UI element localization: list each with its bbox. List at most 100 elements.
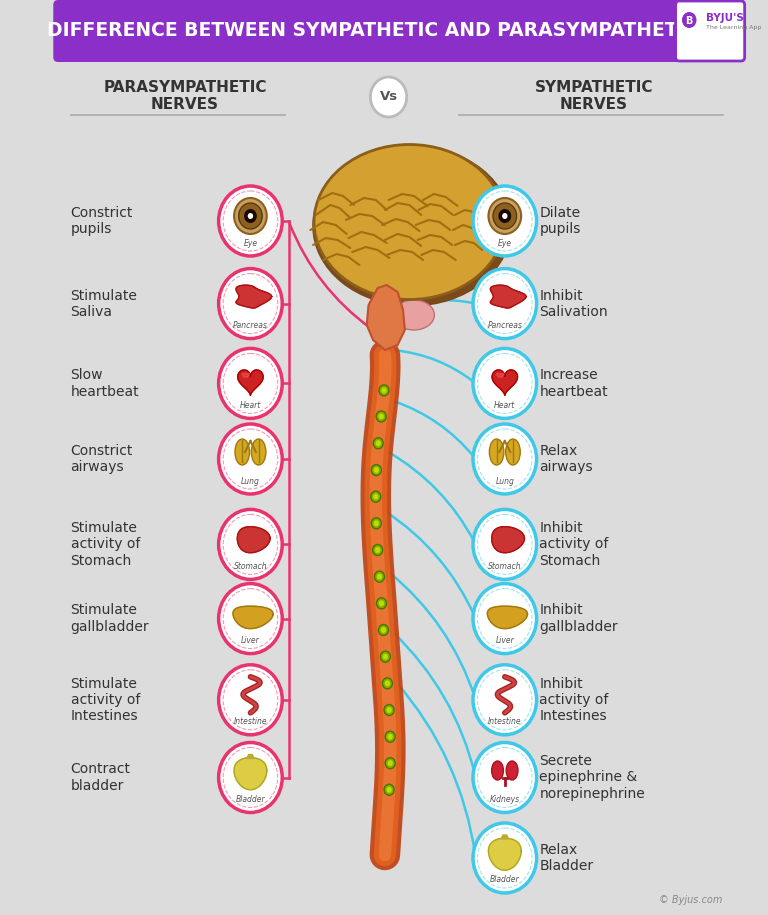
Circle shape bbox=[473, 510, 537, 579]
Text: Liver: Liver bbox=[495, 636, 515, 645]
Circle shape bbox=[498, 209, 511, 223]
Text: Bladder: Bladder bbox=[236, 795, 265, 804]
Circle shape bbox=[386, 787, 392, 792]
Circle shape bbox=[219, 424, 282, 494]
Circle shape bbox=[370, 77, 407, 117]
Polygon shape bbox=[234, 758, 266, 790]
Circle shape bbox=[379, 414, 384, 419]
Text: Stomach: Stomach bbox=[488, 562, 521, 571]
Circle shape bbox=[381, 627, 386, 633]
Circle shape bbox=[219, 510, 282, 579]
Ellipse shape bbox=[314, 145, 505, 299]
Circle shape bbox=[387, 734, 393, 739]
Circle shape bbox=[219, 269, 282, 339]
Circle shape bbox=[248, 213, 253, 219]
Circle shape bbox=[473, 823, 537, 893]
Circle shape bbox=[384, 784, 394, 795]
Ellipse shape bbox=[393, 300, 435, 330]
Text: Stomach: Stomach bbox=[233, 562, 267, 571]
Text: The Learning App: The Learning App bbox=[707, 26, 762, 30]
Ellipse shape bbox=[313, 145, 512, 307]
Circle shape bbox=[219, 349, 282, 418]
Text: Eye: Eye bbox=[243, 239, 257, 247]
Text: Heart: Heart bbox=[494, 401, 515, 410]
Polygon shape bbox=[492, 527, 525, 553]
Circle shape bbox=[372, 544, 382, 555]
Circle shape bbox=[219, 186, 282, 256]
Polygon shape bbox=[488, 838, 521, 870]
Circle shape bbox=[380, 651, 390, 662]
Circle shape bbox=[381, 387, 387, 393]
Circle shape bbox=[473, 269, 537, 339]
Circle shape bbox=[386, 731, 396, 742]
Text: Inhibit
activity of
Stomach: Inhibit activity of Stomach bbox=[539, 522, 609, 567]
Circle shape bbox=[384, 705, 394, 716]
Circle shape bbox=[376, 597, 386, 608]
Text: Vs: Vs bbox=[379, 91, 398, 103]
Circle shape bbox=[244, 209, 257, 223]
Polygon shape bbox=[233, 607, 273, 629]
Circle shape bbox=[473, 424, 537, 494]
Text: Heart: Heart bbox=[240, 401, 261, 410]
Circle shape bbox=[388, 760, 393, 766]
Circle shape bbox=[488, 198, 521, 234]
Text: Relax
Bladder: Relax Bladder bbox=[539, 843, 594, 873]
Circle shape bbox=[502, 213, 508, 219]
Text: Constrict
airways: Constrict airways bbox=[71, 444, 133, 474]
Polygon shape bbox=[497, 373, 504, 377]
Text: NERVES: NERVES bbox=[560, 97, 627, 112]
Circle shape bbox=[371, 518, 381, 529]
FancyBboxPatch shape bbox=[676, 1, 745, 61]
Text: Inhibit
gallbladder: Inhibit gallbladder bbox=[539, 604, 618, 634]
Polygon shape bbox=[502, 835, 508, 839]
Polygon shape bbox=[366, 285, 405, 350]
Circle shape bbox=[219, 665, 282, 735]
Circle shape bbox=[376, 440, 381, 447]
Circle shape bbox=[371, 491, 381, 502]
Circle shape bbox=[379, 385, 389, 396]
Circle shape bbox=[379, 625, 389, 636]
Text: Intestine: Intestine bbox=[233, 717, 267, 727]
Text: Lung: Lung bbox=[241, 477, 260, 486]
Text: Eye: Eye bbox=[498, 239, 511, 247]
Circle shape bbox=[373, 437, 383, 448]
Ellipse shape bbox=[235, 439, 250, 465]
Polygon shape bbox=[491, 285, 526, 308]
Circle shape bbox=[382, 653, 388, 660]
Text: Dilate
pupils: Dilate pupils bbox=[539, 206, 581, 236]
Circle shape bbox=[473, 186, 537, 256]
Text: DIFFERENCE BETWEEN SYMPATHETIC AND PARASYMPATHETIC: DIFFERENCE BETWEEN SYMPATHETIC AND PARAS… bbox=[48, 21, 699, 40]
Text: Liver: Liver bbox=[241, 636, 260, 645]
Text: Increase
heartbeat: Increase heartbeat bbox=[539, 369, 608, 399]
Circle shape bbox=[219, 742, 282, 813]
Circle shape bbox=[373, 494, 379, 500]
Polygon shape bbox=[237, 527, 270, 553]
Ellipse shape bbox=[251, 439, 266, 465]
Text: © Byjus.com: © Byjus.com bbox=[660, 895, 723, 905]
Ellipse shape bbox=[489, 439, 504, 465]
Circle shape bbox=[382, 678, 392, 689]
Text: Inhibit
activity of
Intestines: Inhibit activity of Intestines bbox=[539, 676, 609, 723]
Circle shape bbox=[386, 758, 396, 769]
Text: Secrete
epinephrine &
norepinephrine: Secrete epinephrine & norepinephrine bbox=[539, 754, 645, 801]
Text: Constrict
pupils: Constrict pupils bbox=[71, 206, 133, 236]
Text: BYJU'S: BYJU'S bbox=[707, 13, 744, 23]
Text: Lung: Lung bbox=[495, 477, 515, 486]
Polygon shape bbox=[488, 607, 528, 629]
Circle shape bbox=[372, 465, 382, 476]
Circle shape bbox=[473, 742, 537, 813]
Circle shape bbox=[493, 203, 517, 229]
Circle shape bbox=[373, 521, 379, 526]
Ellipse shape bbox=[505, 439, 520, 465]
Text: Bladder: Bladder bbox=[490, 876, 520, 885]
Text: Stimulate
Saliva: Stimulate Saliva bbox=[71, 288, 137, 318]
Text: SYMPATHETIC: SYMPATHETIC bbox=[535, 80, 653, 95]
Circle shape bbox=[386, 707, 392, 713]
Polygon shape bbox=[238, 370, 263, 395]
Circle shape bbox=[682, 12, 697, 28]
Polygon shape bbox=[236, 285, 272, 308]
Text: Pancreas: Pancreas bbox=[233, 321, 268, 330]
FancyBboxPatch shape bbox=[53, 0, 746, 62]
Text: PARASYMPATHETIC: PARASYMPATHETIC bbox=[103, 80, 266, 95]
Polygon shape bbox=[242, 373, 250, 377]
